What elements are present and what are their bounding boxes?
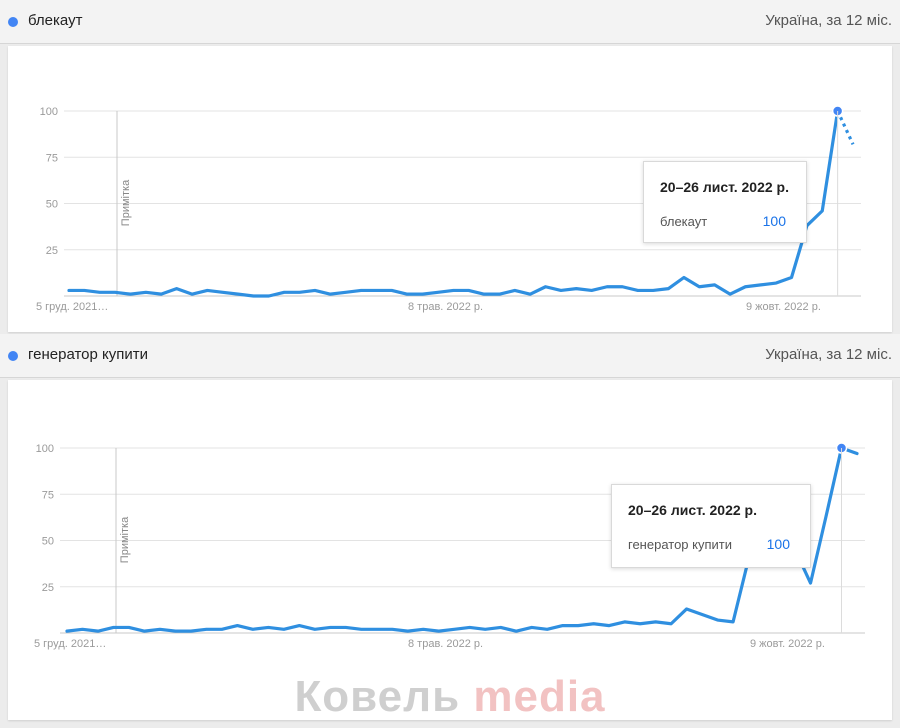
tooltip-term: генератор купити — [628, 537, 732, 552]
x-tick-label: 8 трав. 2022 р. — [408, 638, 483, 650]
watermark-logo: Ковель media — [0, 672, 900, 722]
x-tick-label: 9 жовт. 2022 р. — [746, 301, 821, 313]
watermark-word-1: Ковель — [294, 672, 461, 721]
watermark-word-2: media — [473, 672, 606, 721]
panel-1-chart: 100 75 50 25 Примітка 5 груд. 2021… 8 трав. 20… — [36, 105, 861, 313]
y-tick-label: 50 — [46, 199, 58, 211]
y-tick-label: 100 — [40, 106, 58, 118]
x-tick-label: 5 груд. 2021… — [34, 638, 106, 650]
y-tick-label: 75 — [46, 152, 58, 164]
tooltip-term: блекаут — [660, 214, 708, 229]
panel-2-chart-card: 100 75 50 25 Примітка 5 груд. 2021… 8 трав. 20… — [8, 380, 892, 720]
tooltip-value: 100 — [766, 536, 790, 552]
panel-1-chart-card: 100 75 50 25 Примітка 5 груд. 2021… 8 трав. 20… — [8, 46, 892, 332]
tooltip-value: 100 — [762, 213, 786, 229]
y-tick-label: 50 — [42, 536, 54, 548]
panel-1-tooltip: 20–26 лист. 2022 р. блекаут 100 — [643, 161, 807, 243]
search-term[interactable]: генератор купити — [28, 346, 148, 363]
series-partial-segment[interactable] — [836, 110, 855, 145]
y-tick-label: 100 — [36, 443, 54, 455]
tooltip-date: 20–26 лист. 2022 р. — [628, 502, 757, 518]
panel-2-chart: 100 75 50 25 Примітка 5 груд. 2021… 8 трав. 20… — [34, 442, 865, 650]
search-term[interactable]: блекаут — [28, 12, 83, 29]
series-line[interactable] — [67, 109, 840, 298]
x-tick-label: 8 трав. 2022 р. — [408, 301, 483, 313]
note-label[interactable]: Примітка — [120, 179, 132, 226]
x-tick-label: 9 жовт. 2022 р. — [750, 638, 825, 650]
panel-1-header: блекаут Україна, за 12 міс. — [0, 0, 900, 44]
series-dot-icon — [8, 351, 18, 361]
region-period[interactable]: Україна, за 12 міс. — [765, 346, 892, 363]
x-tick-label: 5 груд. 2021… — [36, 301, 108, 313]
y-tick-label: 25 — [42, 582, 54, 594]
y-tick-label: 25 — [46, 245, 58, 257]
tooltip-date: 20–26 лист. 2022 р. — [660, 179, 789, 195]
series-line[interactable] — [65, 446, 859, 633]
panel-2-tooltip: 20–26 лист. 2022 р. генератор купити 100 — [611, 484, 811, 568]
panel-2-header: генератор купити Україна, за 12 міс. — [0, 334, 900, 378]
series-dot-icon — [8, 17, 18, 27]
region-period[interactable]: Україна, за 12 міс. — [765, 12, 892, 29]
y-tick-label: 75 — [42, 489, 54, 501]
note-label[interactable]: Примітка — [119, 516, 131, 563]
